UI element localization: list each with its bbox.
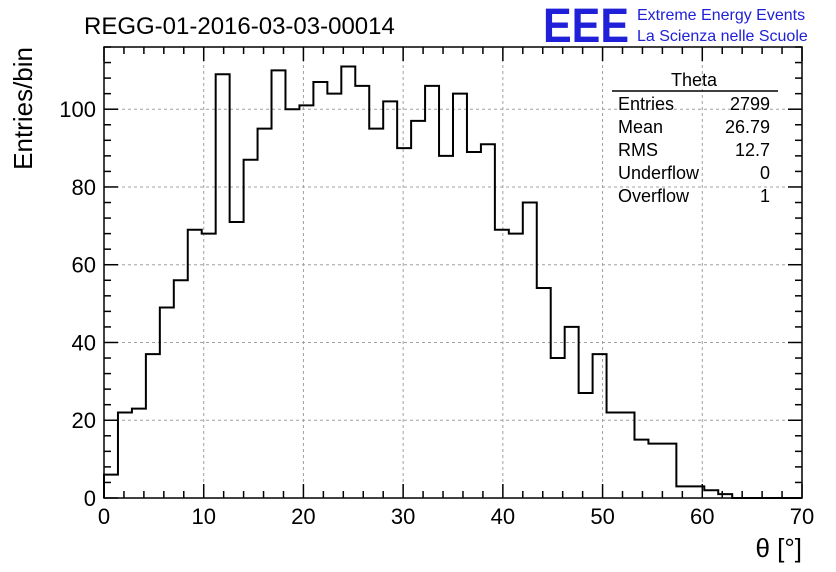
histogram-bin (383, 101, 397, 498)
logo-line-1: Extreme Energy Events (637, 7, 805, 24)
x-tick-label: 30 (391, 504, 415, 529)
stats-value: 1 (760, 186, 770, 206)
stats-value: 12.7 (735, 140, 770, 160)
histogram-bin (621, 412, 635, 498)
histogram-bin (188, 230, 202, 498)
y-axis-label: Entries/bin (8, 47, 38, 170)
histogram-bin (216, 74, 230, 498)
x-axis-label: θ [°] (755, 533, 802, 563)
histogram-bin (593, 354, 607, 498)
axis-ticks (103, 46, 803, 499)
histogram-bin (523, 203, 537, 498)
histogram-bin (160, 307, 174, 498)
histogram-bin (453, 94, 467, 498)
stats-label: Overflow (618, 186, 690, 206)
stats-value: 2799 (730, 94, 770, 114)
histogram-bin (495, 230, 509, 498)
histogram-bin (244, 160, 258, 498)
histogram-bin (607, 412, 621, 498)
histogram-bin (579, 393, 593, 498)
histogram-bin (230, 222, 244, 498)
histogram-bin (132, 409, 146, 498)
y-tick-label: 60 (72, 253, 96, 278)
plot-frame (103, 46, 803, 499)
histogram-bin (355, 86, 369, 498)
histogram-bin (411, 121, 425, 498)
logo-line-2: La Scienza nelle Scuole (637, 28, 808, 45)
histogram-bin (258, 129, 272, 498)
y-tick-label: 40 (72, 330, 96, 355)
histogram-bin (662, 444, 676, 498)
histogram-bin (509, 234, 523, 498)
stats-value: 26.79 (725, 117, 770, 137)
histogram-bin (146, 354, 160, 498)
histogram-bin (369, 129, 383, 498)
histogram-bin (299, 105, 313, 498)
histogram-series (103, 65, 802, 499)
histogram-bin (537, 288, 551, 498)
y-tick-label: 100 (59, 97, 96, 122)
stats-value: 0 (760, 163, 770, 183)
x-tick-label: 40 (491, 504, 515, 529)
histogram-bin (202, 234, 216, 498)
stats-label: Underflow (618, 163, 700, 183)
x-tick-label: 20 (291, 504, 315, 529)
histogram-bin (104, 475, 118, 498)
histogram-bin (467, 152, 481, 498)
histogram-bin (648, 444, 662, 498)
x-tick-label: 0 (98, 504, 110, 529)
histogram-bin (634, 440, 648, 498)
histogram-bin (327, 94, 341, 498)
histogram-bin (341, 66, 355, 498)
histogram-bin (439, 156, 453, 498)
x-tick-label: 70 (790, 504, 814, 529)
histogram-bin (174, 280, 188, 498)
histogram-bin (676, 486, 690, 498)
stats-rows: Entries 2799 Mean 26.79 RMS 12.7 Underflow 0 Ove… (618, 94, 770, 206)
eee-logo: EEE Extreme Energy Events La Scienza nel… (543, 0, 808, 53)
chart-title: REGG-01-2016-03-03-00014 (84, 13, 395, 40)
stats-label: RMS (618, 140, 658, 160)
histogram-bin (425, 86, 439, 498)
stats-label: Mean (618, 117, 663, 137)
y-tick-label: 20 (72, 408, 96, 433)
histogram-bin (704, 490, 718, 498)
histogram-bin (565, 327, 579, 498)
x-tick-label: 10 (191, 504, 215, 529)
stats-box-name: Theta (671, 70, 718, 90)
y-tick-label: 80 (72, 175, 96, 200)
histogram-bin (551, 358, 565, 498)
x-tick-label: 60 (690, 504, 714, 529)
stats-box: Theta Entries 2799 Mean 26.79 RMS 12.7 Underfl… (612, 70, 778, 206)
histogram-bin (285, 109, 299, 498)
histogram-bin (118, 412, 132, 498)
stats-label: Entries (618, 94, 674, 114)
histogram-outline (103, 65, 802, 499)
histogram-bin (313, 82, 327, 498)
histogram-bin (272, 70, 286, 498)
histogram-bin (397, 148, 411, 498)
x-tick-label: 50 (590, 504, 614, 529)
histogram-bin (481, 144, 495, 498)
logo-mark: EEE (543, 0, 629, 53)
y-tick-label: 0 (84, 486, 96, 511)
